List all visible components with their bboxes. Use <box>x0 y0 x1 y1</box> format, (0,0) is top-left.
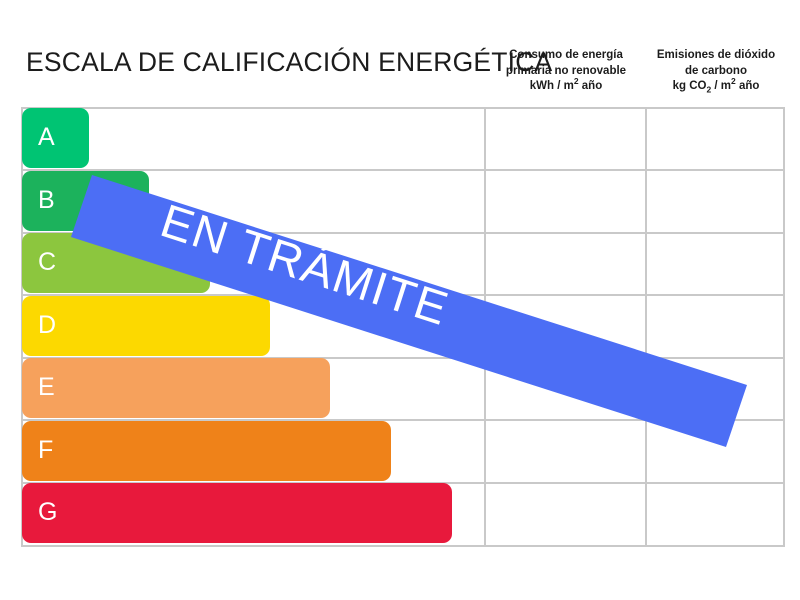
column-header-energy-line1: Consumo de energía <box>509 49 623 61</box>
rating-bar-d[interactable]: D <box>22 296 270 356</box>
rating-bar-f[interactable]: F <box>22 421 391 481</box>
unit-prefix: kg CO <box>672 80 707 92</box>
unit-mid: / m <box>711 80 732 92</box>
grid-line-vertical-2 <box>645 107 647 547</box>
rating-bar-e[interactable]: E <box>22 358 330 418</box>
grid-line-vertical-1 <box>484 107 486 547</box>
rating-letter-g: G <box>38 498 58 526</box>
rating-bar-b[interactable]: B <box>22 171 149 231</box>
grid-line-horizontal-1 <box>21 169 785 171</box>
rating-bar-g[interactable]: G <box>22 483 452 543</box>
rating-bar-a[interactable]: A <box>22 108 89 168</box>
unit-suffix: año <box>578 80 603 92</box>
rating-letter-e: E <box>38 373 56 401</box>
unit-suffix: año <box>735 80 760 92</box>
column-header-energy-unit: kWh / m2 año <box>487 76 645 95</box>
unit-superscript: 2 <box>573 76 579 87</box>
column-header-co2: Emisiones de dióxido de carbono kg CO2 /… <box>646 48 786 95</box>
grid-line-horizontal-0 <box>21 107 785 109</box>
rating-bar-c[interactable]: C <box>22 233 210 293</box>
unit-prefix: kWh / m <box>529 80 574 92</box>
column-header-energy-line2: primaria no renovable <box>505 64 627 77</box>
rating-letter-a: A <box>38 123 56 151</box>
rating-letter-d: D <box>38 311 57 339</box>
column-header-co2-line1: Emisiones de dióxido <box>656 49 776 61</box>
unit-superscript: 2 <box>731 76 736 87</box>
rating-letter-c: C <box>38 248 57 276</box>
unit-subscript: 2 <box>706 84 712 95</box>
grid-line-vertical-3 <box>783 107 785 547</box>
column-header-co2-line2: de carbono <box>685 64 747 77</box>
page-title: ESCALA DE CALIFICACIÓN ENERGÉTICA <box>26 47 553 77</box>
rating-grid: A B C D E F G <box>21 107 785 547</box>
rating-letter-f: F <box>38 436 54 464</box>
column-header-energy: Consumo de energía primaria no renovable… <box>487 48 645 95</box>
rating-letter-b: B <box>38 186 56 214</box>
grid-line-horizontal-7 <box>21 545 785 547</box>
column-header-co2-unit: kg CO2 / m2 año <box>646 76 786 95</box>
